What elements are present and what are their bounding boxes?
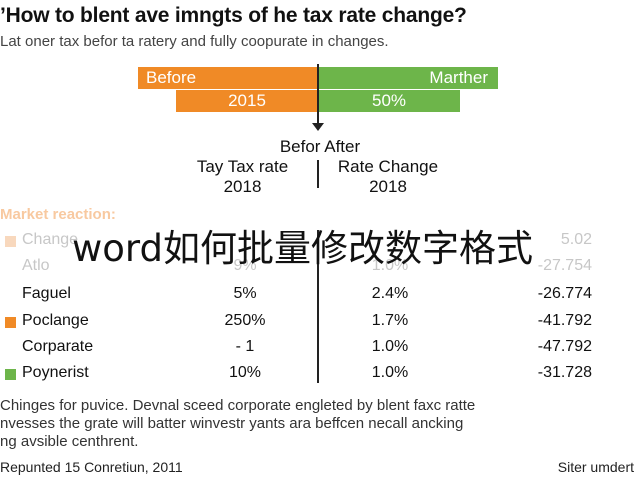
table-row: Atlo 9% 1.0% -27.754	[0, 254, 640, 280]
row-reaction: -26.774	[537, 285, 592, 302]
table-separator	[317, 230, 319, 383]
center-divider	[317, 64, 319, 124]
row-name: Corparate	[22, 338, 94, 355]
row-tax-rate: 10%	[228, 364, 262, 381]
column-group-title: Befor After	[279, 137, 361, 156]
row-name: Poclange	[22, 312, 89, 329]
column-header-right-year: 2018	[369, 177, 407, 196]
row-name: Poynerist	[22, 364, 89, 381]
row-color-square	[5, 290, 16, 301]
table-row: Corparate - 1 1.0% -47.792	[0, 335, 640, 361]
table-row: Poynerist 10% 1.0% -31.728	[0, 361, 640, 387]
subhead: Lat oner tax befor ta ratery and fully c…	[0, 33, 389, 50]
row-name: Faguel	[22, 285, 71, 302]
row-reaction: -27.754	[537, 257, 592, 274]
row-tax-rate: - 1	[235, 338, 255, 355]
column-header-left-year: 2018	[223, 177, 262, 196]
row-name: Atlo	[22, 257, 50, 274]
down-arrow-icon	[312, 123, 324, 131]
after-value: 50%	[318, 90, 460, 112]
footnote-line: Chinges for puvice. Devnal sceed corpora…	[0, 397, 476, 414]
row-reaction: 5.02	[560, 231, 592, 248]
after-label: Marther	[318, 67, 498, 89]
table-row: Faguel 5% 2.4% -26.774	[0, 282, 640, 308]
row-color-square	[5, 343, 16, 354]
row-rate-change: 1.0%	[371, 257, 409, 274]
row-rate-change: 2.4%	[371, 285, 409, 302]
row-reaction: -31.728	[537, 364, 592, 381]
watermark-overlay-text: word如何批量修改数字格式	[72, 227, 533, 270]
source-text: Repunted 15 Conretiun, 2011	[0, 459, 183, 475]
row-rate-change: 1.0%	[371, 364, 409, 381]
row-color-square	[5, 236, 16, 247]
row-rate-change: 1.0%	[371, 338, 409, 355]
column-header-left: Tay Tax rate 2018	[160, 157, 325, 197]
headline: ’How to blent ave imngts of he tax rate …	[0, 4, 467, 27]
header-separator	[317, 160, 319, 188]
row-color-square	[5, 262, 16, 273]
table-row: Change 5.02	[0, 228, 640, 254]
row-reaction: -41.792	[537, 312, 592, 329]
market-reaction-label: Market reaction:	[0, 206, 116, 223]
row-rate-change: 1.7%	[371, 312, 409, 329]
row-tax-rate: 9%	[233, 257, 257, 274]
column-header-right: Rate Change 2018	[318, 157, 458, 197]
row-color-square	[5, 317, 16, 328]
row-tax-rate: 5%	[233, 285, 257, 302]
column-header-left-title: Tay Tax rate	[196, 157, 289, 176]
credit-text: Siter umdert	[557, 459, 634, 475]
row-color-square	[5, 369, 16, 380]
before-value: 2015	[176, 90, 318, 112]
row-reaction: -47.792	[537, 338, 592, 355]
footnote-line: nvesses the grate will batter winvestr y…	[0, 415, 464, 432]
footnote: Chinges for puvice. Devnal sceed corpora…	[0, 397, 640, 451]
table-row: Poclange 250% 1.7% -41.792	[0, 309, 640, 335]
row-name: Change	[22, 231, 79, 248]
before-label: Before	[138, 67, 318, 89]
column-header-right-title: Rate Change	[337, 157, 439, 176]
row-tax-rate: 250%	[224, 312, 266, 329]
footnote-line: ng avsible centhrent.	[0, 433, 139, 450]
